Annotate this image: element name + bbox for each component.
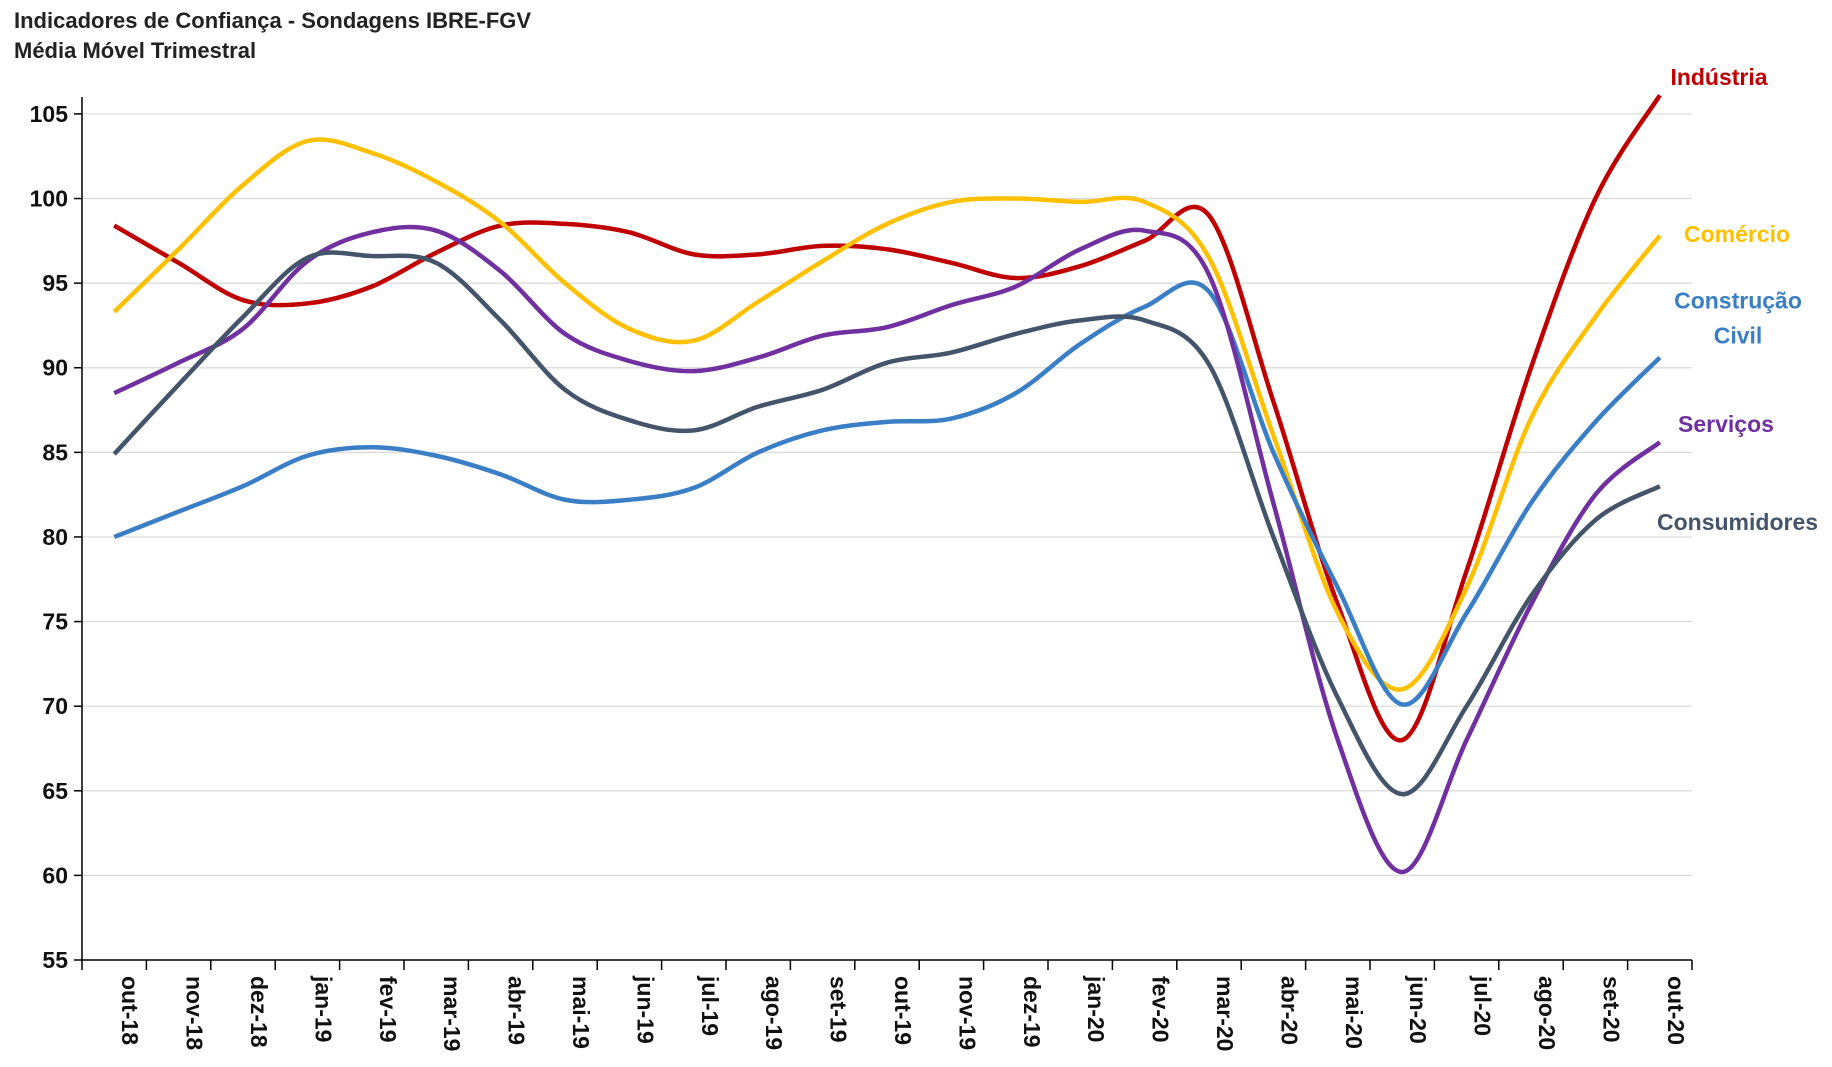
chart-title: Indicadores de Confiança - Sondagens IBR…	[14, 8, 532, 33]
x-tick-label: set-19	[826, 976, 852, 1042]
series-label: Consumidores	[1657, 508, 1819, 535]
x-tick-label: nov-19	[954, 976, 980, 1050]
x-tick-label: jan-19	[310, 975, 336, 1042]
x-tick-label: mai-19	[568, 976, 594, 1049]
y-tick-label: 65	[42, 778, 68, 804]
x-tick-label: mar-20	[1212, 976, 1238, 1051]
x-tick-label: mar-19	[439, 976, 465, 1051]
y-tick-label: 55	[42, 947, 68, 973]
x-tick-label: jun-20	[1405, 975, 1431, 1044]
y-tick-label: 70	[42, 693, 68, 719]
series-line	[112, 250, 1661, 797]
x-tick-label: fev-19	[375, 976, 401, 1042]
y-tick-label: 85	[42, 439, 68, 465]
x-tick-label: ago-19	[761, 976, 787, 1050]
series-line	[113, 94, 1662, 743]
x-tick-label: dez-19	[1019, 976, 1045, 1048]
x-tick-label: nov-18	[182, 976, 208, 1050]
x-tick-label: fev-20	[1148, 976, 1174, 1042]
y-tick-label: 75	[42, 609, 68, 635]
x-tick-label: out-20	[1663, 976, 1689, 1045]
x-tick-label: jul-19	[697, 975, 723, 1036]
series-label: Construção Civil	[1674, 287, 1802, 349]
series-line	[113, 224, 1662, 875]
x-tick-label: jun-19	[632, 975, 658, 1044]
x-tick-label: out-18	[117, 976, 143, 1045]
y-tick-label: 60	[42, 862, 68, 888]
series-label: Serviços	[1678, 410, 1774, 437]
chart-subtitle: Média Móvel Trimestral	[14, 38, 257, 63]
series-line	[112, 137, 1662, 692]
x-tick-label: mai-20	[1341, 976, 1367, 1049]
x-tick-label: out-19	[890, 976, 916, 1045]
x-tick-label: abr-19	[504, 976, 530, 1045]
x-tick-label: dez-18	[246, 976, 272, 1048]
series-label: Indústria	[1670, 63, 1768, 90]
y-tick-label: 105	[30, 101, 69, 127]
y-tick-label: 90	[42, 355, 68, 381]
series-label: Comércio	[1683, 220, 1791, 247]
x-tick-label: set-20	[1598, 976, 1624, 1042]
y-tick-label: 100	[30, 186, 68, 212]
x-tick-label: jan-20	[1083, 975, 1109, 1042]
y-tick-label: 80	[42, 524, 68, 550]
x-tick-label: jul-20	[1470, 975, 1496, 1036]
y-tick-label: 95	[42, 270, 68, 296]
x-tick-label: abr-20	[1276, 976, 1302, 1045]
x-tick-label: ago-20	[1534, 976, 1560, 1050]
series-line	[113, 280, 1662, 707]
